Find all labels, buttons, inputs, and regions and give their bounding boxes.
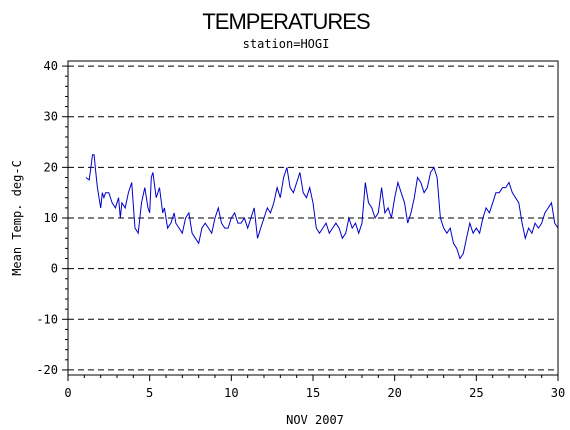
plot-frame (67, 60, 559, 376)
chart-title: TEMPERATURES (202, 9, 370, 34)
x-axis-label: NOV 2007 (286, 413, 344, 427)
x-tick-label: 0 (64, 386, 71, 400)
x-tick-label: 15 (306, 386, 320, 400)
x-tick-label: 10 (224, 386, 238, 400)
chart-subtitle: station=HOGI (243, 37, 330, 51)
x-tick-label: 20 (387, 386, 401, 400)
y-axis-label: Mean Temp. deg-C (10, 160, 24, 276)
y-tick-label: -20 (36, 363, 58, 377)
x-tick-label: 5 (146, 386, 153, 400)
y-tick-label: 20 (44, 160, 58, 174)
y-tick-label: 10 (44, 211, 58, 225)
y-tick-label: 30 (44, 110, 58, 124)
x-axis: 0 5 10 15 20 25 30 (64, 375, 565, 400)
series-group (85, 154, 559, 260)
y-axis: -20 -10 0 10 20 30 40 (36, 59, 68, 377)
grid-lines (68, 65, 558, 371)
y-tick-label: 0 (51, 262, 58, 276)
y-tick-label: -10 (36, 312, 58, 326)
temperature-series-line (85, 154, 559, 260)
x-tick-label: 30 (551, 386, 565, 400)
x-tick-label: 25 (469, 386, 483, 400)
y-tick-label: 40 (44, 59, 58, 73)
